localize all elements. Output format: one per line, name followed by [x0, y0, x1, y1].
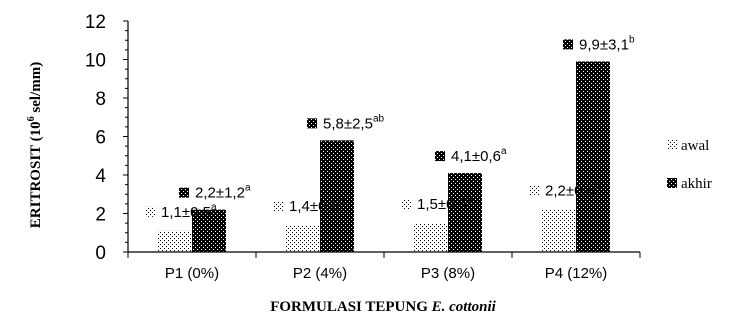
y-tick-label: 6 — [95, 128, 106, 149]
bar-akhir — [192, 209, 226, 252]
data-label-marker — [273, 201, 283, 212]
bar-akhir — [448, 173, 482, 252]
data-label: 2,2±1,2a — [195, 183, 251, 202]
legend-label-akhir: akhir — [681, 176, 712, 192]
data-label-marker — [563, 39, 573, 50]
y-tick-label: 8 — [95, 89, 106, 110]
data-label-marker — [307, 118, 317, 129]
bar-awal — [542, 209, 576, 252]
bar-awal — [414, 223, 448, 252]
bar-awal — [286, 225, 320, 252]
y-tick-label: 12 — [85, 12, 106, 33]
bar-awal — [158, 230, 192, 252]
legend-swatch-awal — [667, 140, 677, 150]
data-label: 1,1±0,5a — [161, 202, 217, 221]
data-label: 5,8±2,5ab — [323, 113, 384, 132]
data-label-marker — [145, 206, 155, 217]
x-tick-label: P4 (12%) — [545, 265, 608, 282]
x-tick-label: P2 (4%) — [293, 265, 347, 282]
bars-group — [158, 61, 610, 252]
y-ticks-group: 0 2 4 6 8 10 12 — [85, 12, 128, 264]
data-label-marker — [401, 199, 411, 210]
data-label-marker — [529, 185, 539, 196]
bar-akhir — [576, 61, 610, 252]
data-label: 4,1±0,6a — [451, 146, 507, 165]
y-tick-label: 2 — [95, 205, 106, 226]
y-tick-label: 10 — [85, 51, 106, 72]
y-tick-label: 4 — [95, 166, 106, 187]
data-label-marker — [179, 187, 189, 198]
data-label: 1,5±0,6b — [417, 194, 473, 213]
legend-label-awal: awal — [681, 138, 709, 154]
x-axis-label: FORMULASI TEPUNG E. cottonii — [270, 299, 496, 315]
x-tick-label: P1 (0%) — [165, 265, 219, 282]
data-label: 2,2±0,6b — [545, 181, 601, 200]
legend-swatch-akhir — [667, 178, 677, 188]
x-tick-label: P3 (8%) — [421, 265, 475, 282]
y-tick-label: 0 — [95, 243, 106, 264]
data-label: 1,4±0,6b — [289, 196, 345, 215]
data-labels-group: 1,1±0,5a 1,4±0,6b 1,5±0,6b 2,2±0,6b 2,2±1,2a… — [145, 34, 635, 221]
x-ticks-group: P1 (0%) P2 (4%) P3 (8%) P4 (12%) — [127, 252, 641, 282]
data-label: 9,9±3,1b — [579, 34, 635, 53]
legend: awal akhir — [667, 138, 712, 192]
y-axis-label: ERITROSIT (106 sel/mm) — [26, 62, 44, 228]
data-label-marker — [435, 151, 445, 162]
bar-akhir — [320, 140, 354, 252]
